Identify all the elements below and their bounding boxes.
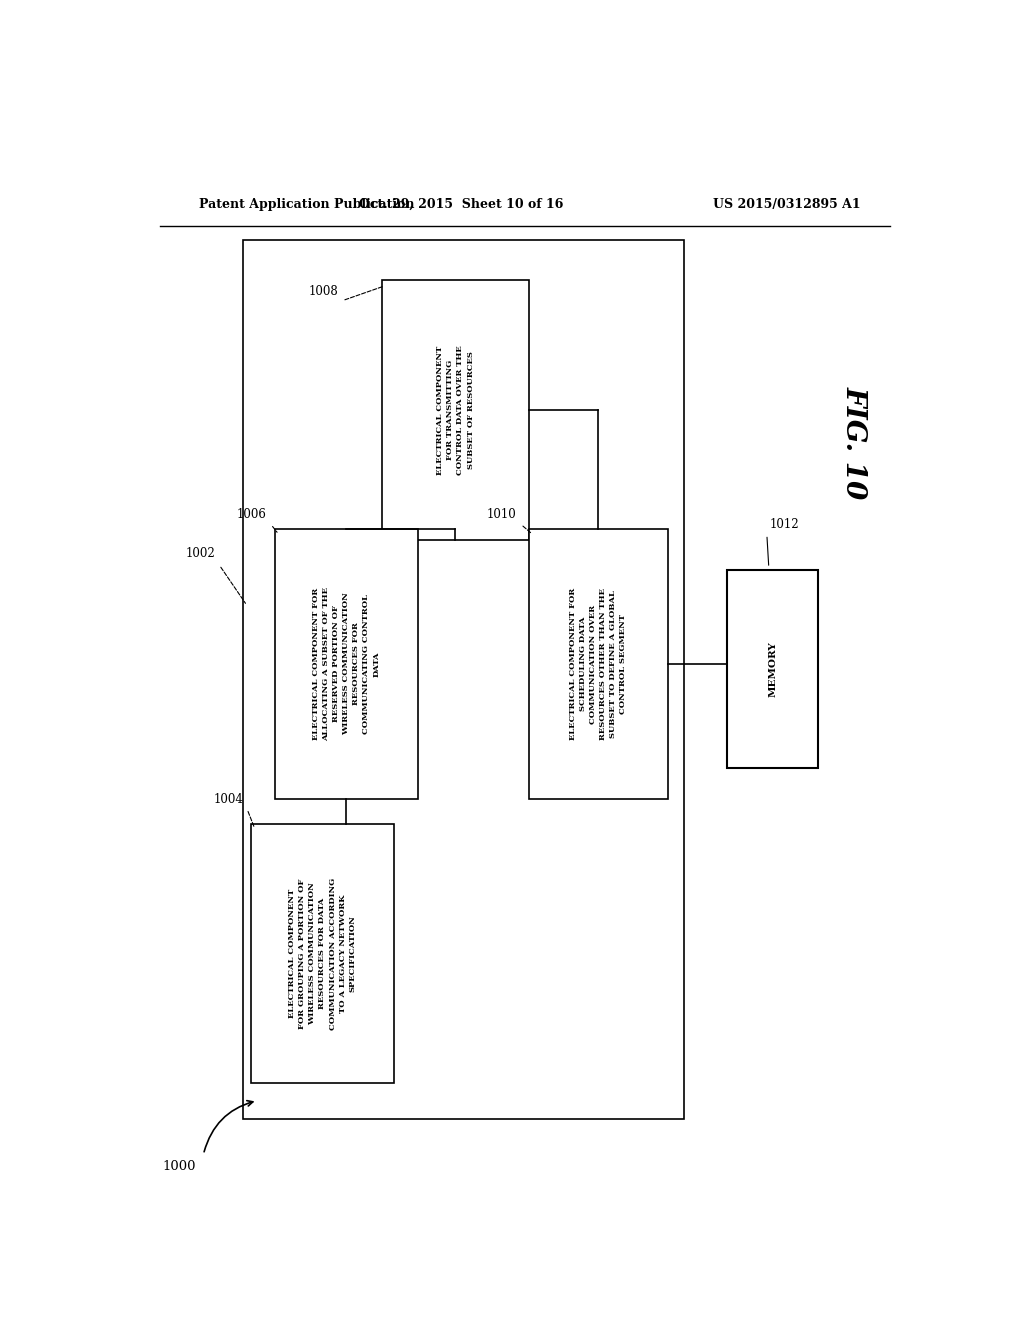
Text: ELECTRICAL COMPONENT
FOR GROUPING A PORTION OF
WIRELESS COMMUNICATION
RESOURCES : ELECTRICAL COMPONENT FOR GROUPING A PORT… bbox=[288, 878, 356, 1030]
Bar bbox=[274, 529, 418, 799]
Text: 1006: 1006 bbox=[237, 508, 267, 521]
Text: FIG. 10: FIG. 10 bbox=[841, 387, 867, 499]
Text: 1004: 1004 bbox=[213, 793, 243, 805]
Text: US 2015/0312895 A1: US 2015/0312895 A1 bbox=[713, 198, 860, 211]
Text: ELECTRICAL COMPONENT FOR
ALLOCATING A SUBSET OF THE
RESERVED PORTION OF
WIRELESS: ELECTRICAL COMPONENT FOR ALLOCATING A SU… bbox=[312, 587, 381, 741]
Bar bbox=[243, 240, 684, 1119]
Bar bbox=[727, 570, 818, 768]
Bar bbox=[528, 529, 668, 799]
Text: ELECTRICAL COMPONENT FOR
SCHEDULING DATA
COMMUNICATION OVER
RESOURCES OTHER THAN: ELECTRICAL COMPONENT FOR SCHEDULING DATA… bbox=[569, 587, 628, 741]
Text: 1012: 1012 bbox=[769, 519, 799, 532]
Text: MEMORY: MEMORY bbox=[768, 642, 777, 697]
Text: 1002: 1002 bbox=[185, 546, 215, 560]
Text: 1008: 1008 bbox=[308, 285, 338, 297]
Text: Patent Application Publication: Patent Application Publication bbox=[200, 198, 415, 211]
Bar bbox=[251, 824, 394, 1084]
Text: ELECTRICAL COMPONENT
FOR TRANSMITTING
CONTROL DATA OVER THE
SUBSET OF RESOURCES: ELECTRICAL COMPONENT FOR TRANSMITTING CO… bbox=[436, 345, 474, 475]
Text: 1000: 1000 bbox=[162, 1159, 196, 1172]
Bar bbox=[382, 280, 528, 540]
Text: Oct. 29, 2015  Sheet 10 of 16: Oct. 29, 2015 Sheet 10 of 16 bbox=[359, 198, 563, 211]
Text: 1010: 1010 bbox=[487, 508, 517, 521]
